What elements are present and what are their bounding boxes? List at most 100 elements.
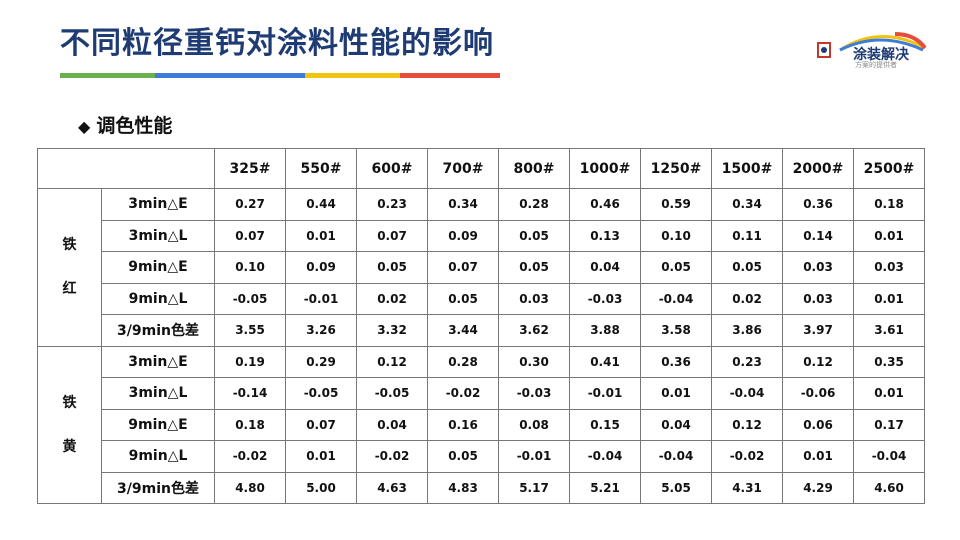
value-cell: 0.05 bbox=[640, 251, 712, 284]
accent-bar bbox=[60, 73, 500, 78]
value-cell: 0.07 bbox=[285, 408, 357, 441]
value-cell: 0.01 bbox=[285, 219, 357, 252]
column-header: 1500# bbox=[711, 148, 783, 189]
logo-tagline: 方案的提供者 bbox=[855, 61, 897, 69]
value-cell: 0.06 bbox=[782, 408, 854, 441]
metric-label-cell: 3min△L bbox=[101, 377, 215, 410]
value-cell: 0.16 bbox=[427, 408, 499, 441]
value-cell: 0.23 bbox=[356, 188, 428, 221]
value-cell: 0.04 bbox=[640, 408, 712, 441]
value-cell: -0.05 bbox=[356, 377, 428, 410]
value-cell: 0.28 bbox=[427, 345, 499, 378]
value-cell: -0.04 bbox=[853, 440, 925, 473]
value-cell: 0.02 bbox=[356, 282, 428, 315]
value-cell: -0.03 bbox=[498, 377, 570, 410]
value-cell: 0.44 bbox=[285, 188, 357, 221]
column-header: 700# bbox=[427, 148, 499, 189]
value-cell: 0.04 bbox=[569, 251, 641, 284]
value-cell: 0.03 bbox=[498, 282, 570, 315]
value-cell: 0.59 bbox=[640, 188, 712, 221]
value-cell: 4.83 bbox=[427, 471, 499, 504]
accent-bar-segment bbox=[305, 73, 400, 78]
value-cell: -0.04 bbox=[711, 377, 783, 410]
value-cell: 0.15 bbox=[569, 408, 641, 441]
column-header: 325# bbox=[214, 148, 286, 189]
value-cell: 3.44 bbox=[427, 314, 499, 347]
value-cell: 0.07 bbox=[427, 251, 499, 284]
value-cell: 0.12 bbox=[356, 345, 428, 378]
logo-name: 涂装解决 bbox=[853, 47, 909, 63]
table-row: 3min△L 0.07 0.01 0.07 0.09 0.05 0.13 0.10 0.11 0.… bbox=[38, 219, 925, 252]
value-cell: 0.05 bbox=[427, 440, 499, 473]
value-cell: 0.05 bbox=[427, 282, 499, 315]
table-row: 3/9min色差 3.55 3.26 3.32 3.44 3.62 3.88 3.58 3.86… bbox=[38, 314, 925, 347]
column-header: 1250# bbox=[640, 148, 712, 189]
value-cell: 5.17 bbox=[498, 471, 570, 504]
value-cell: 5.21 bbox=[569, 471, 641, 504]
value-cell: 0.14 bbox=[782, 219, 854, 252]
value-cell: 4.31 bbox=[711, 471, 783, 504]
value-cell: 4.29 bbox=[782, 471, 854, 504]
value-cell: 0.01 bbox=[853, 282, 925, 315]
value-cell: -0.14 bbox=[214, 377, 286, 410]
value-cell: 3.86 bbox=[711, 314, 783, 347]
value-cell: 0.23 bbox=[711, 345, 783, 378]
value-cell: 0.01 bbox=[285, 440, 357, 473]
value-cell: 0.27 bbox=[214, 188, 286, 221]
section-label: 调色性能 bbox=[96, 115, 173, 137]
page-title: 不同粒径重钙对涂料性能的影响 bbox=[60, 26, 494, 61]
value-cell: 0.07 bbox=[214, 219, 286, 252]
logo-arc-icon bbox=[839, 32, 927, 52]
value-cell: 3.97 bbox=[782, 314, 854, 347]
value-cell: 3.32 bbox=[356, 314, 428, 347]
value-cell: 0.05 bbox=[356, 251, 428, 284]
table-row: 3/9min色差 4.80 5.00 4.63 4.83 5.17 5.21 5.05 4.31… bbox=[38, 471, 925, 504]
value-cell: -0.02 bbox=[711, 440, 783, 473]
value-cell: 0.12 bbox=[782, 345, 854, 378]
header-row: 325# 550# 600# 700# 800# 1000# 1250# 1500# 2000#… bbox=[37, 148, 925, 189]
value-cell: 0.05 bbox=[711, 251, 783, 284]
value-cell: 0.34 bbox=[711, 188, 783, 221]
metric-label-cell: 3min△E bbox=[101, 188, 215, 221]
column-header: 600# bbox=[356, 148, 428, 189]
value-cell: 0.18 bbox=[214, 408, 286, 441]
value-cell: 3.26 bbox=[285, 314, 357, 347]
header-corner-cell bbox=[37, 148, 215, 189]
value-cell: 0.35 bbox=[853, 345, 925, 378]
value-cell: 0.09 bbox=[285, 251, 357, 284]
value-cell: 0.10 bbox=[640, 219, 712, 252]
value-cell: -0.05 bbox=[285, 377, 357, 410]
value-cell: 0.18 bbox=[853, 188, 925, 221]
value-cell: 0.28 bbox=[498, 188, 570, 221]
metric-label-cell: 3min△L bbox=[101, 219, 215, 252]
value-cell: 0.01 bbox=[782, 440, 854, 473]
value-cell: -0.04 bbox=[640, 440, 712, 473]
value-cell: 4.60 bbox=[853, 471, 925, 504]
value-cell: 0.01 bbox=[853, 377, 925, 410]
column-header: 2500# bbox=[853, 148, 925, 189]
value-cell: -0.05 bbox=[214, 282, 286, 315]
value-cell: 0.05 bbox=[498, 251, 570, 284]
value-cell: 0.02 bbox=[711, 282, 783, 315]
group-label-char: 黄 bbox=[62, 438, 77, 455]
metric-label-cell: 9min△E bbox=[101, 408, 215, 441]
accent-bar-segment bbox=[400, 73, 500, 78]
value-cell: 0.12 bbox=[711, 408, 783, 441]
value-cell: 0.01 bbox=[853, 219, 925, 252]
value-cell: 0.30 bbox=[498, 345, 570, 378]
value-cell: 3.55 bbox=[214, 314, 286, 347]
value-cell: 0.10 bbox=[214, 251, 286, 284]
value-cell: 0.07 bbox=[356, 219, 428, 252]
value-cell: 3.62 bbox=[498, 314, 570, 347]
value-cell: -0.01 bbox=[498, 440, 570, 473]
column-header: 2000# bbox=[782, 148, 854, 189]
table-row: 铁红 3min△E 0.27 0.44 0.23 0.34 0.28 0.46 0.59 0.34… bbox=[37, 188, 925, 347]
metric-label-cell: 3/9min色差 bbox=[101, 314, 215, 347]
logo-mark-icon bbox=[817, 42, 831, 58]
value-cell: 0.19 bbox=[214, 345, 286, 378]
value-cell: 0.08 bbox=[498, 408, 570, 441]
table-row: 3min△L -0.14 -0.05 -0.05 -0.02 -0.03 -0.01 0.01… bbox=[38, 377, 925, 410]
value-cell: 0.04 bbox=[356, 408, 428, 441]
column-header: 550# bbox=[285, 148, 357, 189]
value-cell: -0.06 bbox=[782, 377, 854, 410]
